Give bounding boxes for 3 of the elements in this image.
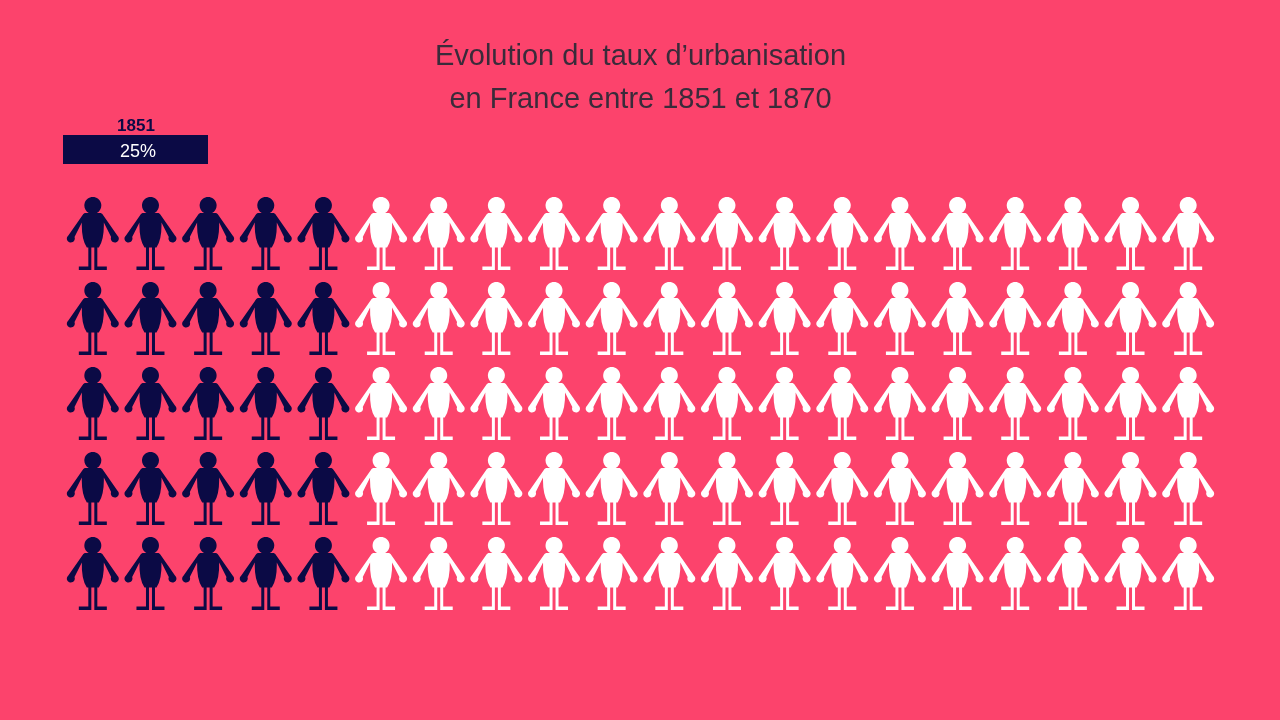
text: Évolution du taux d’urbanisation en France entre 1851 et 1870 [434,39,847,114]
category-label: 1851 [117,116,155,135]
data-label: 25% [119,141,157,161]
